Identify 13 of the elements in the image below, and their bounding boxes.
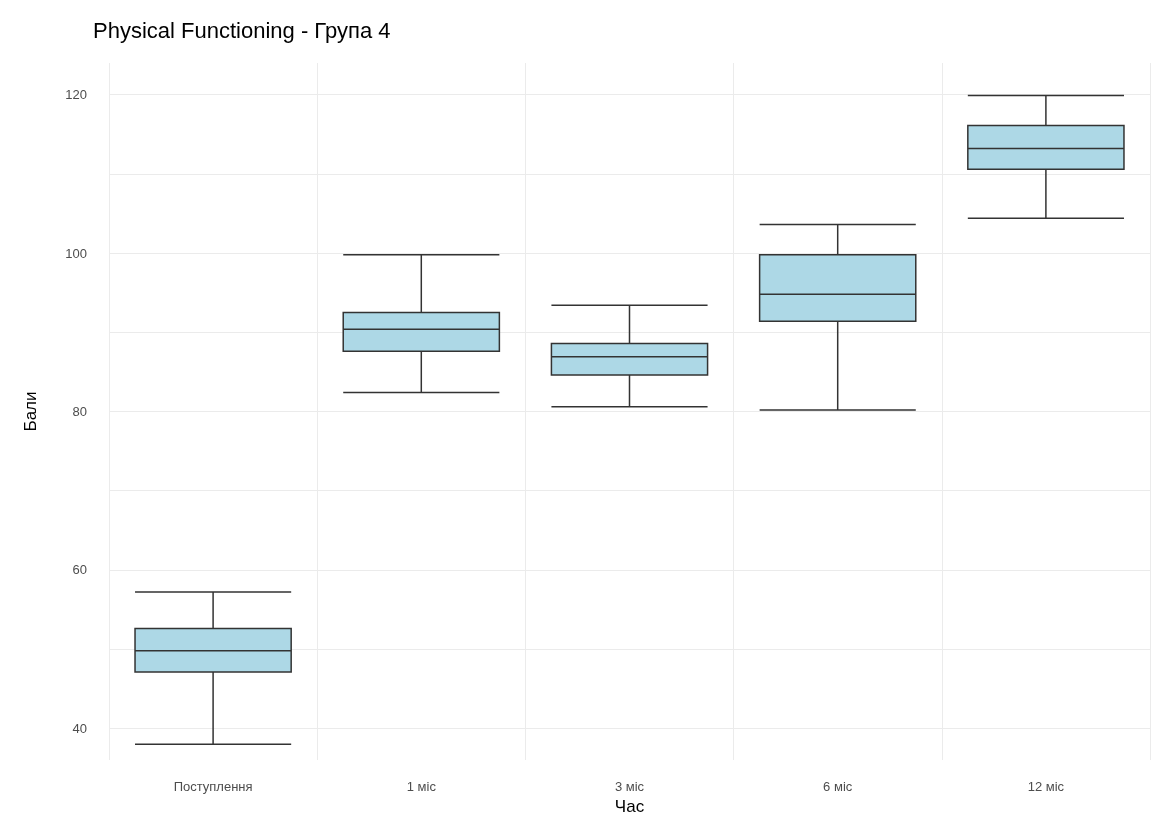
x-tick-label: 6 міс <box>823 779 853 794</box>
x-tick-label: Поступлення <box>173 779 253 794</box>
y-tick-label: 120 <box>65 87 87 103</box>
y-axis-title: Бали <box>21 391 40 432</box>
chart-title: Physical Functioning - Група 4 <box>93 17 391 43</box>
x-tick-label: 12 міс <box>1027 779 1065 794</box>
y-tick-label: 80 <box>72 404 87 419</box>
y-tick-label: 40 <box>72 720 87 736</box>
x-tick-label: 1 міс <box>406 779 437 794</box>
x-axis-title: Час <box>614 797 645 816</box>
x-tick-label: 3 міс <box>614 779 645 794</box>
y-tick-label: 60 <box>72 562 87 578</box>
y-tick-label: 100 <box>65 245 87 261</box>
